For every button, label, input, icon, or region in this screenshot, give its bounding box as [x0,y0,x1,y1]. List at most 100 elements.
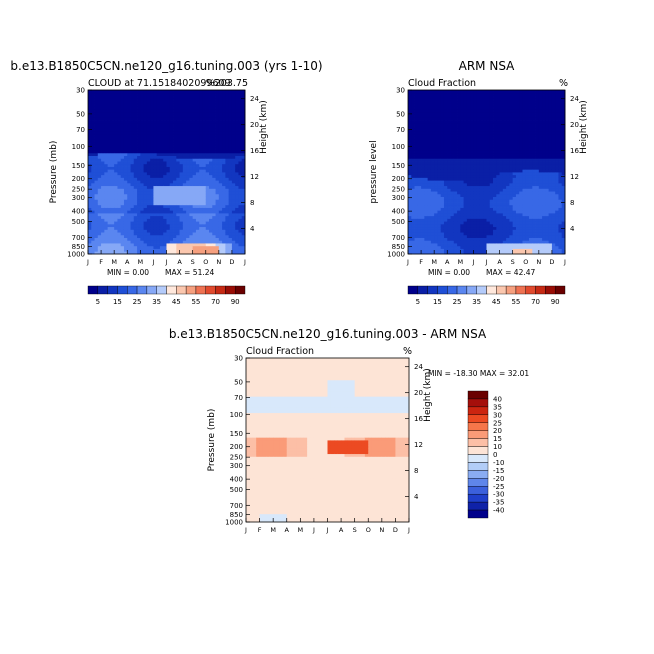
field-cell [173,155,177,159]
field-cell [195,245,200,249]
field-cell [215,100,220,105]
field-cell [130,202,135,206]
field-cell [235,248,239,252]
field-cell [460,169,464,173]
field-cell [159,226,164,230]
field-cell [463,245,468,249]
field-cell [130,218,135,222]
field-cell [212,133,216,137]
field-cell [440,117,445,121]
field-cell [440,185,445,189]
field-cell [173,144,177,148]
field-cell [483,213,487,217]
field-cell [225,234,230,238]
field-cell [130,193,135,197]
field-cell [414,237,419,241]
field-cell [189,191,194,195]
field-cell [117,155,122,159]
field-cell [225,185,230,189]
field-cell [489,120,494,124]
field-cell [228,215,233,219]
field-cell [499,199,504,203]
field-cell [123,111,128,115]
field-cell [235,150,239,154]
field-cell [414,100,419,105]
field-cell [457,182,461,187]
field-cell [238,210,243,214]
field-cell [101,103,105,107]
field-cell [440,193,445,197]
field-cell [470,245,474,249]
field-cell [509,213,514,217]
field-cell [176,182,180,187]
field-cell [202,172,207,176]
field-cell [114,100,118,105]
field-cell [117,234,122,238]
field-cell [107,210,112,214]
field-cell [215,122,220,126]
field-cell [489,131,494,135]
field-cell [225,191,230,195]
field-cell [107,136,112,140]
field-cell [231,229,236,233]
field-cell [176,147,180,151]
field-cell [460,223,464,228]
field-cell [509,152,514,156]
field-cell [460,172,464,176]
field-cell [479,120,484,124]
field-cell [493,193,497,197]
field-cell [97,174,102,178]
field-cell [94,147,99,151]
field-cell [460,122,464,126]
field-cell [473,109,478,113]
field-cell [163,114,167,118]
field-cell [463,100,468,105]
field-cell [502,229,507,233]
field-cell [457,202,461,206]
field-cell [411,248,415,252]
panel-title: ARM NSA [459,59,516,73]
field-cell [411,199,415,203]
field-cell [421,229,425,233]
field-cell [176,150,180,154]
field-cell [166,136,171,140]
field-cell [437,141,442,146]
field-cell [434,243,438,247]
field-cell [512,172,517,176]
field-cell [104,191,109,195]
field-cell [447,193,451,197]
field-cell [130,185,135,189]
field-cell [443,248,448,252]
field-cell [473,185,478,189]
field-cell [192,213,197,217]
field-cell [94,111,99,115]
field-cell [120,182,125,187]
field-cell [506,226,510,230]
field-cell [192,166,197,170]
field-cell [460,141,464,146]
field-cell [140,240,144,244]
field-cell [486,169,491,173]
field-cell [512,174,517,178]
field-cell [509,109,514,113]
field-cell [238,109,243,113]
field-cell [101,122,105,126]
field-cell [107,207,112,211]
field-cell [133,120,138,124]
field-cell [215,147,220,151]
field-cell [123,207,128,211]
field-cell [127,92,131,96]
field-cell [94,158,99,162]
field-cell [408,103,412,107]
field-cell [463,103,468,107]
field-cell [421,141,425,146]
field-cell [104,100,109,105]
field-cell [424,223,429,228]
field-cell [447,150,451,154]
field-cell [479,177,484,181]
field-cell [489,103,494,107]
field-cell [205,232,210,236]
field-cell [437,191,442,195]
field-cell [437,196,442,200]
field-cell [235,169,239,173]
